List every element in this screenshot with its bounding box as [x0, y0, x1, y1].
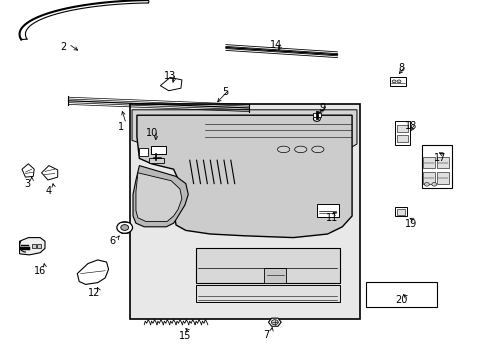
Circle shape [396, 80, 400, 83]
Text: 3: 3 [24, 179, 30, 189]
Polygon shape [137, 115, 351, 238]
Text: 18: 18 [404, 121, 416, 131]
Text: 15: 15 [178, 330, 191, 341]
Bar [396, 125, 407, 132]
Bar [423, 172, 434, 184]
Polygon shape [136, 173, 182, 221]
Text: 10: 10 [145, 128, 158, 138]
Text: 17: 17 [433, 153, 446, 163]
Bar [421, 145, 451, 188]
Circle shape [424, 183, 428, 186]
Text: 13: 13 [163, 71, 176, 81]
Bar [394, 207, 407, 216]
Ellipse shape [277, 146, 289, 153]
Circle shape [271, 320, 278, 325]
Bar [149, 158, 163, 163]
Polygon shape [133, 166, 188, 227]
Bar [316, 204, 338, 217]
Text: 19: 19 [404, 219, 416, 229]
Text: 6: 6 [109, 236, 115, 246]
Ellipse shape [294, 146, 306, 153]
Text: 12: 12 [87, 288, 100, 298]
Text: 11: 11 [325, 213, 338, 223]
Bar [365, 282, 436, 307]
Circle shape [117, 222, 132, 233]
Text: 4: 4 [46, 186, 52, 196]
Bar [129, 104, 360, 319]
Polygon shape [132, 110, 356, 164]
Bar [312, 113, 320, 117]
Bar [195, 248, 339, 283]
Bar [195, 285, 339, 302]
Bar [396, 209, 405, 215]
Text: 20: 20 [394, 294, 407, 305]
Polygon shape [268, 318, 281, 326]
Polygon shape [20, 238, 45, 255]
Text: 7: 7 [263, 330, 269, 340]
Circle shape [313, 116, 320, 121]
Bar [436, 172, 448, 184]
Bar [396, 135, 407, 142]
Text: 5: 5 [222, 87, 227, 97]
Bar [150, 146, 166, 154]
Text: 14: 14 [269, 40, 282, 50]
Ellipse shape [311, 146, 323, 153]
Bar [394, 121, 409, 145]
Polygon shape [160, 77, 182, 91]
Bar [389, 77, 405, 86]
Bar [264, 268, 285, 283]
Text: 8: 8 [397, 63, 403, 73]
Circle shape [121, 225, 128, 230]
Text: 2: 2 [61, 42, 66, 52]
Polygon shape [22, 164, 34, 177]
Text: 1: 1 [118, 122, 124, 132]
Bar [32, 244, 36, 248]
Circle shape [431, 183, 436, 186]
Circle shape [391, 80, 395, 83]
Polygon shape [41, 166, 58, 180]
Text: 9: 9 [319, 103, 325, 113]
Bar [139, 148, 148, 156]
Bar [436, 157, 448, 168]
Polygon shape [77, 260, 108, 284]
Text: 16: 16 [34, 266, 46, 276]
Bar [423, 157, 434, 168]
Bar [37, 244, 41, 248]
